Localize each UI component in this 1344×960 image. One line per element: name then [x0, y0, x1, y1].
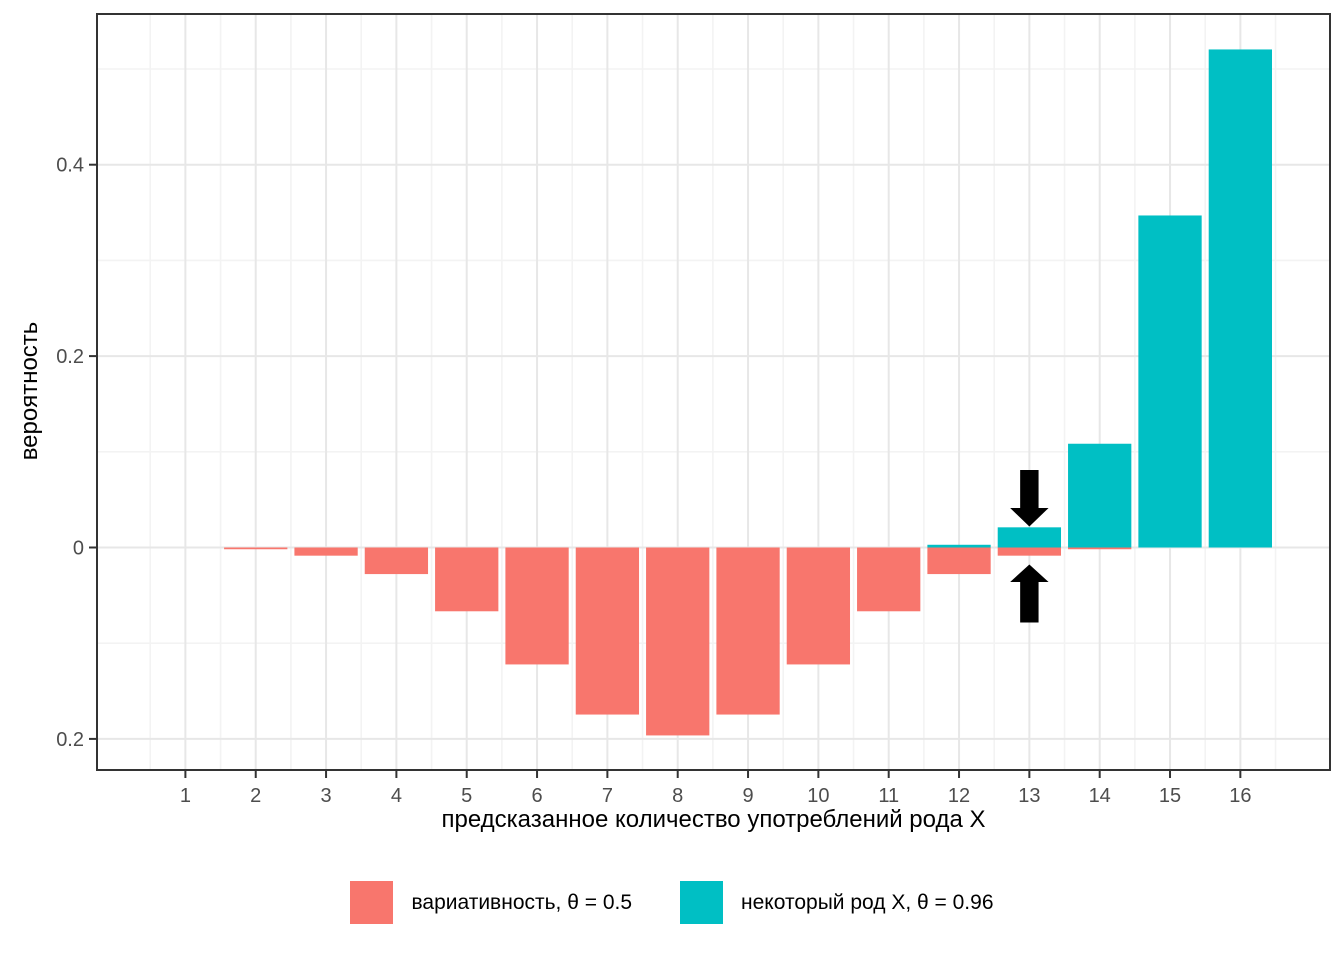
bar-red-12	[927, 547, 991, 575]
bar-red-6	[505, 547, 569, 665]
bar-red-7	[575, 547, 640, 715]
arrow-up-icon	[1010, 564, 1049, 623]
arrow-down-icon	[1010, 470, 1049, 527]
y-tick-label: 0.2	[56, 346, 84, 368]
x-tick-label: 2	[250, 785, 261, 807]
bar-red-8	[646, 547, 710, 736]
legend-item-some-gender: некоторый род X, θ = 0.96	[680, 881, 994, 924]
x-tick-label: 7	[602, 785, 613, 807]
x-tick-label: 10	[807, 785, 829, 807]
x-tick-label: 4	[391, 785, 402, 807]
bar-teal-15	[1138, 215, 1202, 548]
x-tick-label: 6	[531, 785, 542, 807]
legend-label-variability: вариативность, θ = 0.5	[411, 890, 633, 914]
bar-teal-16	[1208, 49, 1272, 548]
bar-red-14	[1068, 547, 1132, 550]
x-tick-label: 11	[878, 785, 899, 807]
panel-border	[96, 13, 1331, 771]
x-tick-label: 16	[1229, 785, 1251, 807]
x-tick-label: 1	[180, 785, 191, 807]
x-tick-label: 9	[742, 785, 753, 807]
y-tick-label: 0	[73, 538, 84, 560]
x-tick-label: 8	[672, 785, 683, 807]
bar-red-4	[364, 547, 429, 575]
x-tick-label: 12	[948, 785, 970, 807]
bar-teal-12	[927, 544, 991, 548]
x-tick-label: 13	[1018, 785, 1040, 807]
bar-red-13	[997, 547, 1062, 556]
bar-red-5	[435, 547, 499, 612]
y-tick-label: 0.2	[56, 729, 84, 751]
bar-red-9	[716, 547, 780, 715]
x-axis-title: предсказанное количество употреблений ро…	[441, 806, 986, 833]
legend-swatch-some-gender	[680, 881, 724, 924]
bar-teal-13	[997, 527, 1062, 548]
x-tick-label: 15	[1159, 785, 1181, 807]
bar-red-2	[224, 547, 288, 550]
bar-red-11	[857, 547, 921, 612]
legend-item-variability: вариативность, θ = 0.5	[350, 881, 632, 924]
x-tick-label: 3	[320, 785, 331, 807]
x-tick-label: 5	[461, 785, 472, 807]
bar-teal-14	[1068, 443, 1132, 548]
legend: вариативность, θ = 0.5 некоторый род X, …	[0, 881, 1344, 924]
bar-red-10	[786, 547, 851, 665]
legend-swatch-variability	[350, 881, 394, 924]
y-axis-title: вероятность	[16, 321, 43, 461]
plot-area: 1 2 3 4 5 6 7 8 9 10 11 12 13 14 15 160.40.200.2	[56, 13, 1331, 807]
x-tick-label: 14	[1089, 785, 1111, 807]
legend-label-some-gender: некоторый род X, θ = 0.96	[741, 890, 994, 914]
y-tick-label: 0.4	[56, 155, 84, 177]
bar-red-3	[294, 547, 358, 556]
